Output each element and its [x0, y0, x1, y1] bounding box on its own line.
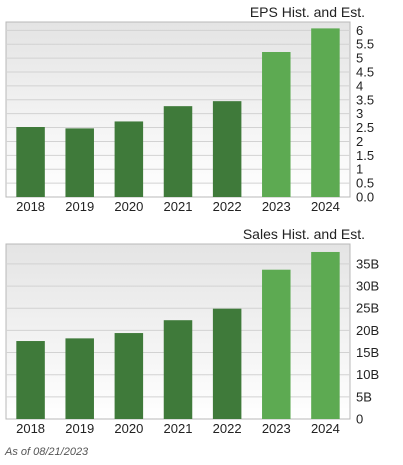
eps-x-tick-label: 2018 [16, 199, 45, 214]
sales-bar-2019 [65, 338, 94, 419]
eps-x-tick-label: 2024 [311, 199, 340, 214]
eps-y-tick-label: 5 [356, 51, 363, 66]
sales-y-tick-label: 10B [356, 367, 379, 382]
eps-x-tick-label: 2019 [65, 199, 94, 214]
eps-y-tick-label: 5.5 [356, 37, 374, 52]
eps-bar-2023 [262, 52, 291, 197]
eps-chart-title: EPS Hist. and Est. [249, 4, 365, 20]
sales-bar-2018 [16, 341, 45, 419]
eps-bar-2019 [65, 128, 94, 197]
sales-bar-2023 [262, 269, 291, 419]
sales-y-tick-label: 25B [356, 301, 379, 316]
eps-y-tick-label: 2 [356, 134, 363, 149]
sales-x-tick-label: 2022 [213, 421, 242, 436]
sales-x-tick-label: 2019 [65, 421, 94, 436]
sales-y-tick-label: 5B [356, 389, 372, 404]
eps-x-tick-label: 2023 [262, 199, 291, 214]
eps-x-tick-label: 2022 [213, 199, 242, 214]
sales-chart-title: Sales Hist. and Est. [242, 226, 365, 242]
eps-y-tick-label: 3 [356, 106, 363, 121]
eps-bar-2018 [16, 127, 45, 197]
as-of-date: As of 08/21/2023 [5, 446, 89, 458]
eps-y-tick-label: 4.5 [356, 65, 374, 80]
sales-y-tick-label: 20B [356, 323, 379, 338]
eps-bar-2021 [163, 106, 193, 197]
sales-x-tick-label: 2021 [164, 421, 193, 436]
sales-y-tick-label: 15B [356, 345, 379, 360]
sales-bar-2020 [114, 333, 144, 419]
eps-x-tick-label: 2021 [164, 199, 193, 214]
eps-y-tick-label: 3.5 [356, 92, 374, 107]
sales-x-tick-label: 2024 [311, 421, 340, 436]
eps-y-tick-label: 0.0 [356, 190, 374, 205]
sales-y-tick-label: 30B [356, 279, 379, 294]
eps-bar-2020 [114, 121, 144, 197]
eps-chart: 0.00.511.522.533.544.555.56 2018 2019 2020 2… [5, 21, 374, 214]
eps-y-tick-label: 6 [356, 23, 363, 38]
eps-y-tick-label: 2.5 [356, 120, 374, 135]
sales-chart: 0 5B 10B 15B 20B 25B 30B 35B 2018 2019 2020 2021 202… [5, 243, 379, 436]
eps-bar-2024 [311, 28, 340, 198]
eps-y-tick-label: 1 [356, 162, 363, 177]
sales-x-tick-label: 2018 [16, 421, 45, 436]
sales-x-tick-label: 2020 [114, 421, 143, 436]
eps-y-tick-label: 0.5 [356, 176, 374, 191]
eps-y-tick-label: 1.5 [356, 148, 374, 163]
sales-y-tick-label: 0 [356, 412, 363, 427]
sales-bar-2024 [311, 251, 340, 419]
eps-x-tick-label: 2020 [114, 199, 143, 214]
sales-x-tick-label: 2023 [262, 421, 291, 436]
sales-bar-2022 [212, 308, 242, 419]
sales-bar-2021 [163, 320, 193, 419]
eps-bar-2022 [212, 101, 242, 197]
sales-y-tick-label: 35B [356, 256, 379, 271]
eps-y-tick-label: 4 [356, 78, 363, 93]
